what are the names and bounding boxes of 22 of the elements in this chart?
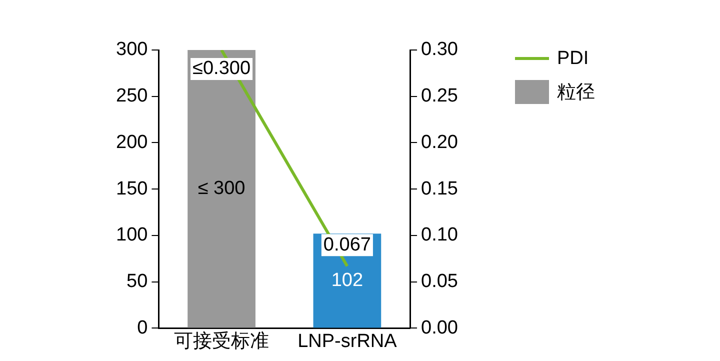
- y2-tick-label: 0.30: [421, 39, 458, 60]
- data-label: ≤0.300: [192, 58, 251, 80]
- y-tick-label: 50: [126, 271, 148, 292]
- y2-tick-label: 0.20: [421, 132, 458, 153]
- y-tick-label: 250: [116, 86, 148, 107]
- y2-tick-label: 0.00: [421, 317, 458, 338]
- y-tick-label: 200: [116, 132, 148, 153]
- data-label: 0.067: [323, 234, 371, 256]
- data-label: 102: [331, 270, 364, 291]
- y2-tick-label: 0.25: [421, 86, 458, 107]
- y-tick-label: 300: [116, 39, 148, 60]
- legend-label: 粒径: [557, 80, 595, 104]
- y-tick-label: 100: [116, 224, 148, 246]
- data-label: ≤ 300: [198, 178, 246, 200]
- legend-label: PDI: [557, 48, 589, 70]
- x-tick-label: LNP-srRNA: [298, 330, 398, 352]
- y-tick-label: 150: [116, 178, 148, 200]
- y2-tick-label: 0.10: [421, 224, 458, 246]
- y2-tick-label: 0.05: [421, 271, 458, 292]
- x-tick-label: 可接受标准: [174, 330, 270, 352]
- y2-tick-label: 0.15: [421, 178, 458, 200]
- y-tick-label: 0: [137, 317, 148, 338]
